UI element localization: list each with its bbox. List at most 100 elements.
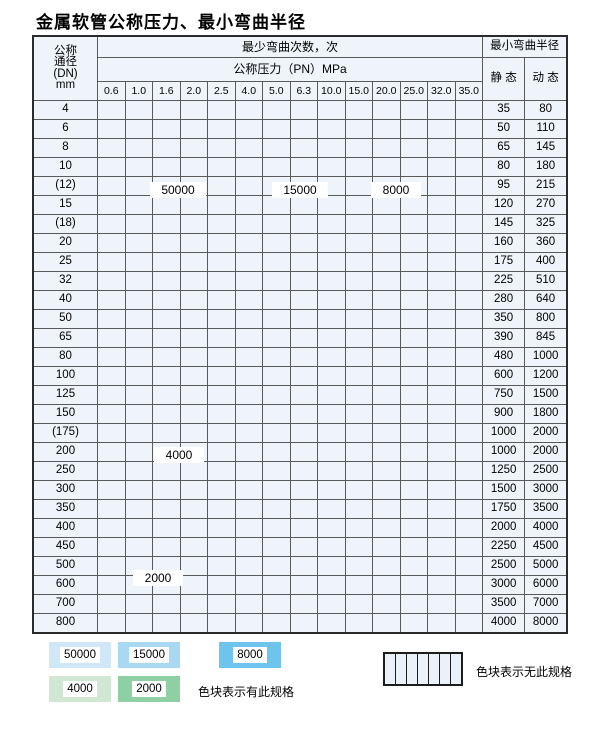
dynamic-radius-value: 4500 [524, 537, 568, 557]
dn-label: 700 [33, 594, 98, 614]
cell-available [234, 214, 263, 234]
dn-label: 600 [33, 575, 98, 595]
static-radius-value: 1000 [482, 442, 526, 462]
cell-available [207, 404, 236, 424]
cell-unavailable [454, 328, 484, 348]
cell-unavailable [317, 347, 346, 367]
dn-label: 15 [33, 195, 98, 215]
static-radius-value: 2000 [482, 518, 526, 538]
cell-unavailable [399, 480, 428, 500]
no-spec-stripe [440, 654, 451, 684]
dn-label: 6 [33, 119, 98, 139]
table-header: 公称 通径 (DN) mm 最少弯曲次数，次 最小弯曲半径 公称压力（PN）MP… [33, 36, 568, 102]
cell-unavailable [317, 575, 346, 595]
cell-available [97, 613, 126, 633]
cell-available [124, 347, 153, 367]
static-radius-value: 1250 [482, 461, 526, 481]
cell-available [207, 385, 236, 405]
table-row: 10 80 180 [33, 157, 568, 177]
pressure-tick-1.6: 1.6 [152, 80, 181, 102]
cell-unavailable [344, 385, 373, 405]
dn-label: 125 [33, 385, 98, 405]
legend-no-spec-text: 色块表示无此规格 [476, 665, 573, 679]
cell-available [262, 157, 291, 177]
pressure-tick-5.0: 5.0 [262, 80, 291, 102]
static-radius-value: 35 [482, 100, 526, 120]
cell-available [344, 138, 373, 158]
dn-label: 8 [33, 138, 98, 158]
table-row: 100 600 1200 [33, 366, 568, 386]
cell-available [97, 100, 126, 120]
legend-has-spec-text: 色块表示有此规格 [198, 685, 295, 699]
cell-unavailable [427, 195, 456, 215]
cell-unavailable [427, 518, 456, 538]
header-dn-line-2: 通径 [54, 56, 77, 68]
cell-available [207, 119, 236, 139]
cell-available [152, 594, 181, 614]
dynamic-radius-value: 5000 [524, 556, 568, 576]
cell-available [262, 100, 291, 120]
cell-available [344, 157, 373, 177]
cell-unavailable [317, 613, 346, 633]
static-radius-value: 145 [482, 214, 526, 234]
cell-available [152, 309, 181, 329]
dn-label: (12) [33, 176, 98, 196]
cell-available [179, 575, 208, 595]
cell-unavailable [317, 556, 346, 576]
pressure-tick-25.0: 25.0 [399, 80, 428, 102]
cell-unavailable [344, 271, 373, 291]
cell-unavailable [427, 537, 456, 557]
cell-available [207, 214, 236, 234]
cell-available [97, 138, 126, 158]
cell-unavailable [399, 233, 428, 253]
no-spec-stripe [418, 654, 429, 684]
cell-unavailable [317, 385, 346, 405]
table-row: 300 1500 3000 [33, 480, 568, 500]
block-value-label: 50000 [150, 182, 206, 198]
dynamic-radius-value: 325 [524, 214, 568, 234]
cell-available [97, 575, 126, 595]
cell-unavailable [234, 613, 263, 633]
cell-available [207, 423, 236, 443]
cell-unavailable [454, 480, 484, 500]
cell-available [207, 195, 236, 215]
cell-unavailable [399, 309, 428, 329]
dynamic-radius-value: 2000 [524, 442, 568, 462]
dn-label: 400 [33, 518, 98, 538]
cell-unavailable [399, 119, 428, 139]
cell-unavailable [289, 423, 318, 443]
cell-available [207, 328, 236, 348]
cell-available [152, 385, 181, 405]
cell-unavailable [289, 499, 318, 519]
dynamic-radius-value: 1800 [524, 404, 568, 424]
cell-available [124, 613, 153, 633]
cell-unavailable [317, 480, 346, 500]
cell-available [207, 556, 236, 576]
cell-unavailable [317, 309, 346, 329]
cell-available [234, 176, 263, 196]
cell-unavailable [262, 594, 291, 614]
cell-unavailable [454, 271, 484, 291]
cell-available [179, 461, 208, 481]
cell-available [152, 423, 181, 443]
cell-available [289, 100, 318, 120]
cell-available [262, 271, 291, 291]
cell-available [124, 119, 153, 139]
cell-unavailable [289, 366, 318, 386]
no-spec-stripe [429, 654, 440, 684]
cell-available [97, 347, 126, 367]
cell-available [207, 157, 236, 177]
cell-unavailable [344, 404, 373, 424]
cell-available [97, 442, 126, 462]
table-row: 40 280 640 [33, 290, 568, 310]
cell-available [97, 252, 126, 272]
cell-unavailable [372, 309, 401, 329]
legend-chip-label: 8000 [233, 646, 267, 664]
cell-unavailable [262, 499, 291, 519]
pressure-tick-4.0: 4.0 [234, 80, 263, 102]
cell-available [179, 347, 208, 367]
dn-label: 25 [33, 252, 98, 272]
cell-available [124, 271, 153, 291]
cell-available [289, 290, 318, 310]
cell-available [179, 423, 208, 443]
